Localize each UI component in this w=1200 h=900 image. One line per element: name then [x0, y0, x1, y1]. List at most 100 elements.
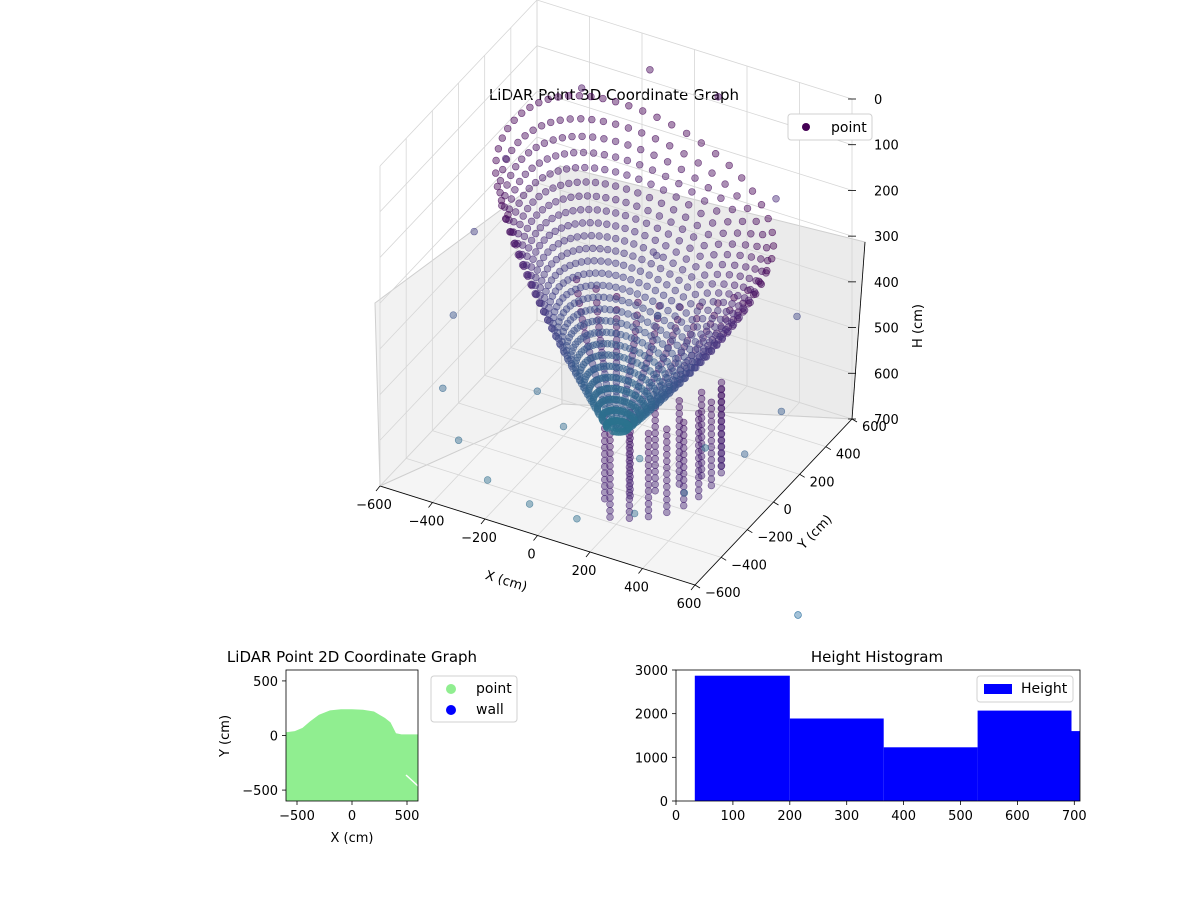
- point-marker: [644, 455, 653, 463]
- point-marker: [682, 364, 691, 372]
- y-tick-label: 600: [862, 420, 887, 435]
- point-marker: [644, 506, 653, 514]
- point-marker: [629, 252, 637, 260]
- point-marker: [633, 290, 642, 298]
- point-marker: [554, 93, 562, 101]
- point-marker: [702, 322, 711, 331]
- point-marker: [551, 152, 560, 160]
- point-marker: [569, 207, 577, 215]
- chart-2d-legend-label-wall: wall: [476, 702, 504, 718]
- point-marker: [589, 244, 597, 253]
- point-marker: [672, 193, 680, 201]
- point-marker: [656, 301, 665, 310]
- point-marker: [645, 271, 653, 279]
- point-marker: [716, 332, 724, 341]
- point-marker: [651, 135, 660, 143]
- point-marker: [606, 500, 614, 508]
- point-marker: [697, 388, 706, 397]
- point-marker: [617, 308, 626, 316]
- point-marker: [675, 435, 683, 443]
- point-marker: [581, 375, 589, 383]
- point-marker: [748, 187, 757, 195]
- point-marker: [641, 293, 649, 301]
- point-marker: [507, 171, 515, 180]
- point-marker: [521, 132, 529, 140]
- point-marker: [569, 247, 577, 255]
- point-marker: [515, 177, 524, 186]
- point-marker: [599, 117, 608, 126]
- grid-line: [379, 0, 853, 167]
- point-marker: [552, 198, 560, 206]
- point-marker: [667, 121, 676, 129]
- point-marker: [507, 195, 516, 203]
- point-marker: [532, 273, 540, 282]
- x-tick-label: 700: [1062, 809, 1087, 824]
- point-marker: [623, 156, 632, 165]
- point-marker: [539, 253, 548, 262]
- point-marker: [717, 194, 725, 202]
- chart-2d-ticks: −500−500 0 0 500 500: [242, 675, 419, 824]
- point-marker: [697, 427, 706, 435]
- x-tick-label: 400: [891, 809, 916, 824]
- point-marker: [570, 299, 578, 307]
- point-marker: [544, 248, 552, 256]
- point-marker: [717, 398, 726, 406]
- point-marker: [642, 364, 650, 372]
- chart-2d-gap-line: [405, 774, 419, 787]
- point-marker: [707, 449, 716, 458]
- point-marker: [555, 298, 564, 306]
- point-marker: [659, 389, 668, 397]
- point-marker: [581, 163, 589, 172]
- chart-3d-z-axis-line: [851, 241, 866, 420]
- point-marker: [675, 409, 683, 418]
- point-marker: [532, 211, 541, 219]
- point-marker: [717, 430, 726, 438]
- point-marker: [604, 270, 613, 278]
- chart-3d-legend-box: [787, 113, 873, 141]
- point-marker: [753, 242, 761, 251]
- chart-3d-x-ticks: −600 −400 −200 0 200 400 600: [356, 485, 701, 612]
- point-marker: [527, 217, 536, 226]
- point-marker: [683, 283, 692, 291]
- point-marker: [595, 232, 603, 240]
- point-marker: [622, 185, 631, 193]
- point-marker: [653, 314, 662, 323]
- point-marker: [769, 242, 778, 250]
- point-marker: [641, 402, 649, 410]
- point-marker: [618, 296, 626, 305]
- point-marker: [514, 230, 522, 238]
- point-marker: [593, 298, 601, 307]
- point-marker: [631, 380, 640, 389]
- point-marker: [710, 339, 719, 347]
- point-marker: [573, 372, 581, 380]
- point-marker: [606, 513, 614, 521]
- point-marker: [650, 374, 658, 382]
- point-marker: [736, 272, 744, 280]
- point-marker: [644, 500, 653, 508]
- chart-histogram-legend-box: [976, 675, 1074, 703]
- z-tick-label: 100: [874, 139, 899, 154]
- point-marker: [544, 95, 552, 104]
- point-marker: [504, 211, 512, 219]
- point-marker: [697, 358, 705, 367]
- point-marker: [629, 357, 637, 365]
- point-marker: [619, 261, 628, 269]
- histogram-bar: [1071, 731, 1080, 801]
- point-marker: [558, 134, 567, 142]
- point-marker: [626, 485, 634, 494]
- point-marker: [567, 193, 575, 202]
- point-marker: [675, 422, 683, 431]
- point-marker: [656, 264, 665, 273]
- point-marker: [626, 287, 634, 295]
- point-marker: [695, 340, 703, 348]
- point-marker: [663, 444, 671, 453]
- point-marker: [697, 452, 706, 461]
- point-marker: [612, 329, 620, 338]
- point-marker: [559, 309, 568, 317]
- point-marker: [554, 240, 563, 248]
- y-tick-mark: [851, 418, 858, 423]
- point-marker: [493, 182, 502, 191]
- point-marker: [644, 429, 653, 438]
- point-marker: [633, 336, 641, 344]
- x-tick-label: 500: [395, 809, 420, 824]
